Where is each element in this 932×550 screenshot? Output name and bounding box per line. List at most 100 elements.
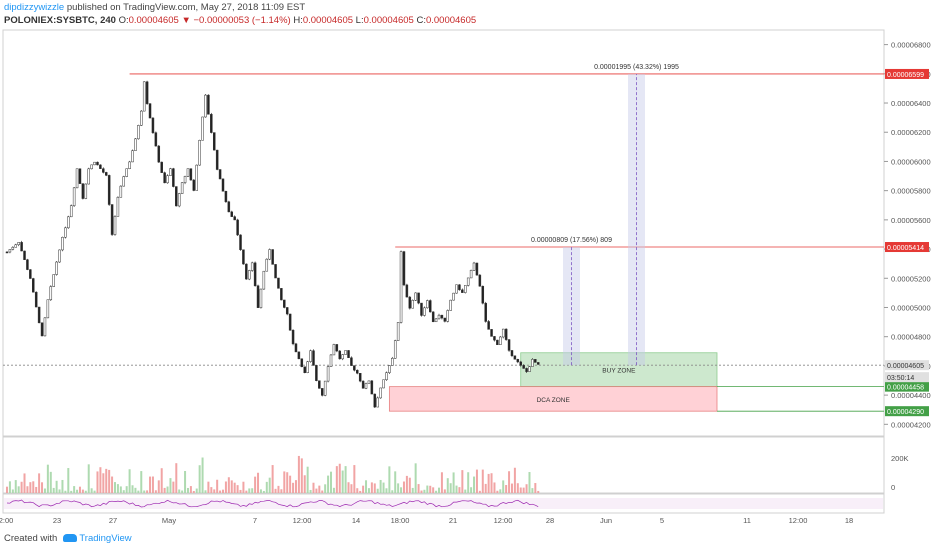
volume-bar xyxy=(347,482,350,493)
volume-bar xyxy=(172,481,175,493)
volume-bar xyxy=(233,482,236,493)
volume-bar xyxy=(440,472,443,493)
candle-body xyxy=(294,343,298,353)
volume-bar xyxy=(467,472,470,493)
candle-body xyxy=(388,365,391,373)
x-tick-label: 27 xyxy=(109,516,117,525)
candle-body xyxy=(481,285,485,304)
candle-body xyxy=(274,264,277,279)
candle-body xyxy=(183,176,187,183)
volume-bar xyxy=(128,469,131,493)
candle-body xyxy=(163,172,166,184)
candle-body xyxy=(516,359,520,363)
volume-bar xyxy=(245,490,248,493)
candle-body xyxy=(14,244,18,248)
candle-body xyxy=(37,306,41,324)
candle-body xyxy=(466,277,470,286)
price-tag xyxy=(885,360,929,371)
volume-bar xyxy=(341,470,344,493)
candle-body xyxy=(81,183,85,199)
volume-bar xyxy=(192,490,195,493)
volume-bar xyxy=(321,490,324,493)
volume-bar xyxy=(23,473,26,493)
volume-bar xyxy=(236,485,239,493)
candle-body xyxy=(288,313,292,331)
volume-bar xyxy=(46,464,49,493)
volume-bar xyxy=(169,478,172,493)
volume-bar xyxy=(78,486,81,493)
volume-bar xyxy=(394,471,397,493)
volume-bar xyxy=(312,482,315,493)
candle-body xyxy=(364,383,368,389)
volume-bar xyxy=(280,489,283,493)
volume-bar xyxy=(292,482,295,493)
candle-body xyxy=(87,168,90,185)
author-link[interactable]: dipdizzywizzle xyxy=(4,2,65,13)
volume-bar xyxy=(108,469,111,493)
symbol-label[interactable]: POLONIEX:SYSBTC, 240 xyxy=(4,15,116,26)
dca-zone-label: DCA ZONE xyxy=(537,397,571,404)
volume-bar xyxy=(443,489,446,493)
candle-body xyxy=(309,350,312,362)
candle-body xyxy=(464,285,467,293)
buy-zone-label: BUY ZONE xyxy=(602,368,636,375)
volume-bar xyxy=(379,479,382,493)
candle-body xyxy=(320,388,324,396)
volume-bar xyxy=(332,487,335,493)
candle-body xyxy=(315,365,318,381)
volume-bar xyxy=(195,488,198,493)
volume-bar xyxy=(222,489,224,493)
candle-body xyxy=(306,361,309,373)
countdown-label: 03:50:14 xyxy=(887,375,914,382)
candle-body xyxy=(207,94,210,115)
candle-body xyxy=(385,372,388,381)
c-value: 0.00004605 xyxy=(425,15,477,26)
volume-bar xyxy=(157,480,160,493)
candle-body xyxy=(227,201,231,213)
volume-bar xyxy=(61,479,64,493)
tradingview-logo-icon xyxy=(63,534,78,543)
tradingview-link[interactable]: TradingView xyxy=(79,533,132,544)
candle-body xyxy=(210,114,213,133)
volume-bar xyxy=(116,484,119,493)
candle-body xyxy=(166,175,169,184)
candle-body xyxy=(373,393,377,408)
candle-body xyxy=(408,296,412,309)
volume-bar xyxy=(353,465,356,493)
volume-bar xyxy=(531,488,534,493)
volume-axis-label: 200K xyxy=(891,454,909,463)
candle-body xyxy=(493,336,496,341)
volume-bar xyxy=(184,470,187,493)
candle-body xyxy=(131,150,134,163)
candle-body xyxy=(297,351,301,360)
volume-bar xyxy=(510,483,513,493)
footer: Created with TradingView xyxy=(4,533,132,544)
candle-body xyxy=(469,270,473,279)
candle-body xyxy=(312,350,315,366)
volume-pane-frame xyxy=(2,436,885,494)
candle-body xyxy=(233,216,236,221)
candle-body xyxy=(55,261,58,275)
candle-body xyxy=(318,380,321,389)
x-tick-label: May xyxy=(162,516,176,525)
candle-body xyxy=(52,274,55,287)
candle-body xyxy=(122,176,126,187)
price-tag xyxy=(885,68,929,79)
candle-body xyxy=(26,259,29,270)
candle-body xyxy=(370,380,374,395)
candle-body xyxy=(169,168,172,176)
candle-body xyxy=(11,247,15,250)
y-tick-label: 0.00005800 xyxy=(891,187,931,196)
x-tick-label: Jun xyxy=(600,516,612,525)
candle-body xyxy=(125,168,128,177)
volume-bar xyxy=(289,475,292,493)
buy-zone xyxy=(520,352,718,388)
volume-bar xyxy=(204,490,207,493)
l-value: 0.00004605 xyxy=(363,15,414,26)
candle-body xyxy=(405,284,409,298)
l-label: L: xyxy=(355,15,364,26)
volume-bar xyxy=(455,485,458,493)
candle-body xyxy=(504,328,508,340)
volume-bar xyxy=(160,468,163,493)
